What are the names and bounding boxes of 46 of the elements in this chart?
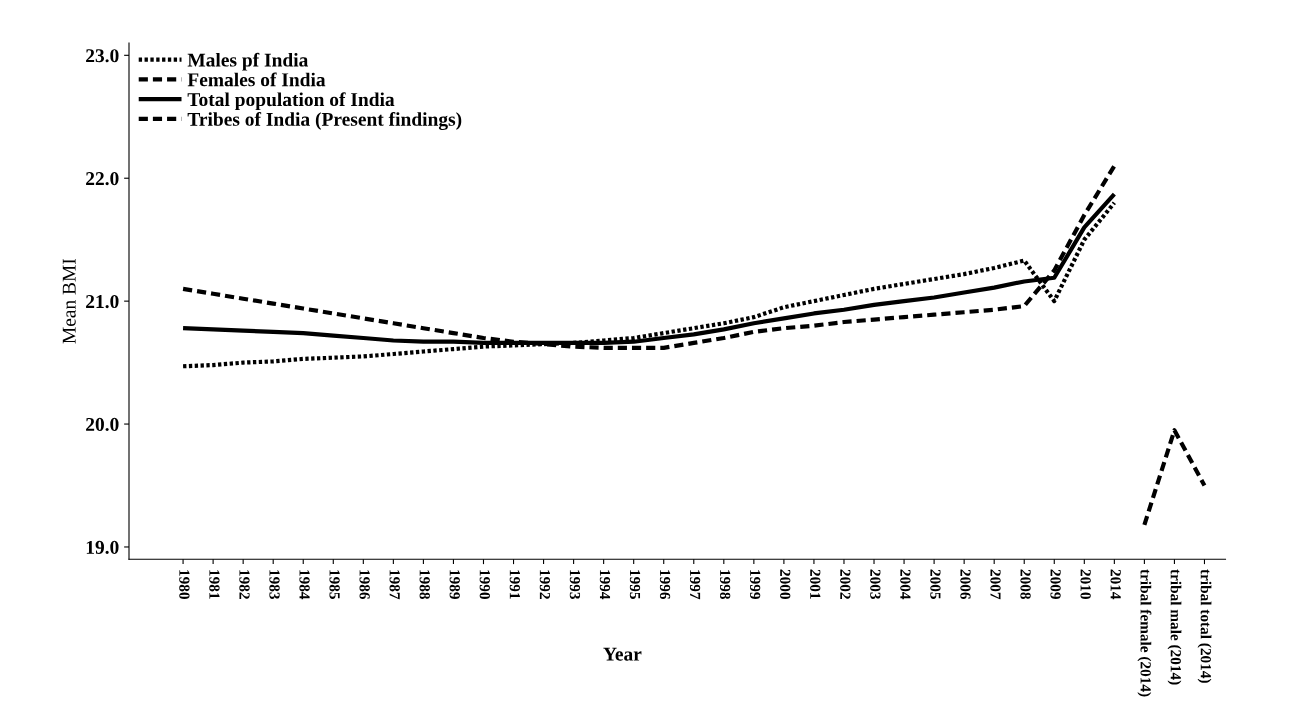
x-tick-label: 2002 <box>840 569 851 599</box>
y-axis-title: Mean BMI <box>62 258 76 344</box>
x-tick-label: 1998 <box>719 570 731 600</box>
x-tick-label: 2000 <box>780 569 791 599</box>
x-axis-title: Year <box>603 647 642 661</box>
legend-label: Tribes of India (Present findings) <box>187 111 462 130</box>
x-tick-label: 2008 <box>1020 569 1031 600</box>
x-tick-label: 1994 <box>599 570 611 600</box>
legend-label: Total population of India <box>187 92 395 111</box>
x-tick-label: 1984 <box>299 570 310 600</box>
x-tick-label: 2003 <box>870 569 881 600</box>
x-tick-label: 2007 <box>990 569 1001 600</box>
x-tick-label: 1992 <box>539 570 551 599</box>
x-tick-label: 1986 <box>359 570 370 600</box>
x-tick-label: 2004 <box>900 569 911 600</box>
x-tick-label: 1991 <box>509 570 520 599</box>
x-tick-label: 1980 <box>179 570 190 599</box>
x-tick-label: 1985 <box>329 570 340 599</box>
x-tick-label: 1987 <box>389 570 400 600</box>
x-tick-label: 2014 <box>1110 569 1121 600</box>
x-tick-label: 1981 <box>209 570 220 599</box>
y-tick-label: 19.0 <box>86 540 119 554</box>
x-tick-label: 2005 <box>930 569 941 599</box>
y-tick-label: 21.0 <box>86 294 119 309</box>
x-tick-label: 1995 <box>629 570 641 599</box>
y-tick-label: 22.0 <box>86 172 119 186</box>
x-tick-label: 1990 <box>479 570 490 599</box>
x-tick-label: 1993 <box>569 570 581 600</box>
x-tick-label: 1996 <box>659 570 671 600</box>
legend-label: Males pf India <box>187 52 309 71</box>
legend-label: Females of India <box>187 72 326 87</box>
x-tick-label: 1983 <box>269 570 280 600</box>
x-tick-label: tribal male (2014) <box>1167 569 1182 685</box>
x-tick-label: 1988 <box>419 570 430 600</box>
x-tick-label: 1982 <box>239 570 250 599</box>
x-tick-label: tribal total (2014) <box>1197 569 1212 683</box>
x-tick-label: 2001 <box>810 569 821 599</box>
x-tick-label: 1989 <box>449 570 460 599</box>
x-tick-label: 2009 <box>1050 569 1061 599</box>
x-tick-label: 2006 <box>960 569 971 600</box>
x-tick-label: 1999 <box>750 570 761 599</box>
x-tick-label: 1997 <box>689 570 701 600</box>
y-tick-label: 20.0 <box>86 417 119 432</box>
x-tick-label: tribal female (2014) <box>1137 569 1152 697</box>
y-tick-label: 23.0 <box>86 49 119 63</box>
x-tick-label: 2010 <box>1080 569 1091 599</box>
